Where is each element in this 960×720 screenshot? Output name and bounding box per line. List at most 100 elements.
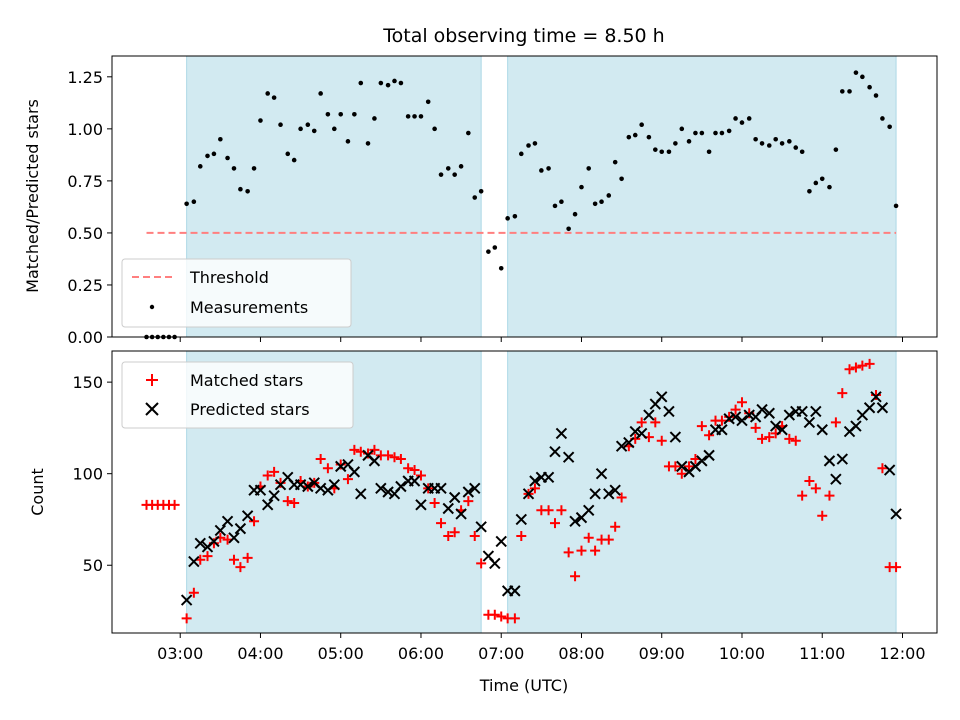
predicted-star-point (603, 488, 615, 500)
matched-star-point (202, 551, 213, 562)
matched-star-point (242, 552, 253, 563)
matched-star-point (556, 505, 567, 516)
measurement-point (305, 122, 311, 127)
matched-star-point (877, 463, 888, 474)
predicted-star-point (522, 488, 535, 500)
matched-star-point (563, 547, 574, 558)
measurement-point (184, 201, 189, 207)
predicted-star-point (408, 475, 421, 487)
measurement-point (833, 147, 839, 152)
matched-star-point (469, 530, 480, 541)
matched-star-point (736, 397, 747, 408)
predicted-star-point (268, 489, 280, 502)
predicted-star-point (716, 424, 728, 436)
predicted-star-point (763, 407, 775, 419)
predicted-star-point (669, 431, 682, 443)
chart-title: Total observing time = 8.50 h (382, 25, 664, 47)
matched-star-point (543, 505, 554, 516)
legend-bottom: Matched stars Predicted stars (121, 361, 354, 429)
predicted-star-point (448, 491, 461, 504)
measurement-point (492, 245, 498, 250)
measurement-point (853, 70, 859, 75)
legend-box-top (121, 258, 352, 328)
legend-matched-label: Matched stars (190, 371, 303, 390)
matched-star-point (830, 417, 841, 428)
measurement-point (673, 141, 678, 146)
measurement-point (626, 134, 632, 140)
predicted-star-point (435, 482, 447, 495)
predicted-star-point (776, 424, 788, 436)
measurement-point (666, 149, 672, 155)
measurement-point (653, 147, 658, 152)
predicted-star-point (582, 504, 595, 517)
predicted-star-point (542, 471, 555, 484)
predicted-star-point (850, 420, 862, 432)
measurement-point (498, 266, 504, 271)
predicted-star-point (589, 488, 601, 500)
measurement-point (592, 201, 598, 207)
predicted-star-point (783, 409, 796, 421)
measurement-point (746, 116, 752, 121)
measurement-point (753, 136, 758, 142)
predicted-star-point (302, 480, 314, 493)
matched-star-point (636, 417, 647, 428)
predicted-star-point (555, 427, 568, 440)
predicted-star-point (810, 405, 822, 418)
matched-star-point (784, 433, 795, 444)
matched-star-point (403, 463, 414, 474)
x-tick-label: 05:00 (318, 644, 364, 663)
predicted-star-point (823, 455, 836, 467)
measurement-point (197, 164, 203, 169)
predicted-star-point (455, 508, 467, 520)
predicted-star-point (495, 535, 507, 548)
measurement-point (405, 114, 411, 119)
measurement-point (552, 203, 558, 209)
matched-star-point (349, 444, 360, 455)
predicted-star-point (816, 424, 828, 436)
measurement-point (258, 118, 263, 123)
predicted-star-point (214, 524, 227, 537)
predicted-star-point (643, 409, 655, 421)
matched-star-point (844, 364, 855, 375)
measurement-point (518, 151, 524, 157)
predicted-star-point (489, 557, 501, 570)
shaded-interval-bot-1 (507, 350, 897, 634)
predicted-star-point (469, 482, 481, 495)
measurement-point (719, 130, 725, 136)
measurement-point (807, 188, 812, 194)
measurement-point (632, 132, 638, 138)
measurement-point (847, 89, 852, 94)
measurement-point (231, 166, 237, 171)
measurement-point (345, 139, 351, 144)
predicted-star-point (442, 502, 454, 515)
measurement-point (579, 184, 584, 190)
plot-frame-bottom (111, 350, 938, 634)
matched-star-point (610, 521, 621, 532)
measurement-point (739, 120, 745, 125)
matched-star-point (724, 411, 735, 422)
matched-star-point (315, 454, 326, 465)
measurement-point (880, 116, 885, 121)
measurement-point (486, 249, 491, 254)
matched-star-point (429, 497, 440, 508)
predicted-star-point (208, 535, 220, 548)
measurement-point (285, 151, 291, 157)
matched-star-point (436, 518, 447, 529)
matched-star-point (824, 490, 835, 501)
matched-star-point (590, 545, 601, 556)
matched-star-point (891, 562, 902, 573)
matched-star-point (797, 490, 808, 501)
measurement-point (733, 116, 738, 121)
measurement-point (793, 145, 799, 150)
measurement-point (298, 126, 303, 132)
measurement-point (686, 139, 692, 144)
predicted-star-point (415, 499, 427, 511)
measurement-point (679, 126, 685, 132)
y-tick-label-top: 1.00 (67, 120, 103, 139)
predicted-star-point (475, 521, 487, 533)
predicted-star-point (703, 449, 715, 462)
measurement-point (318, 91, 323, 96)
predicted-star-point (261, 499, 274, 511)
measurement-point (378, 80, 384, 86)
matched-star-point (656, 435, 667, 446)
